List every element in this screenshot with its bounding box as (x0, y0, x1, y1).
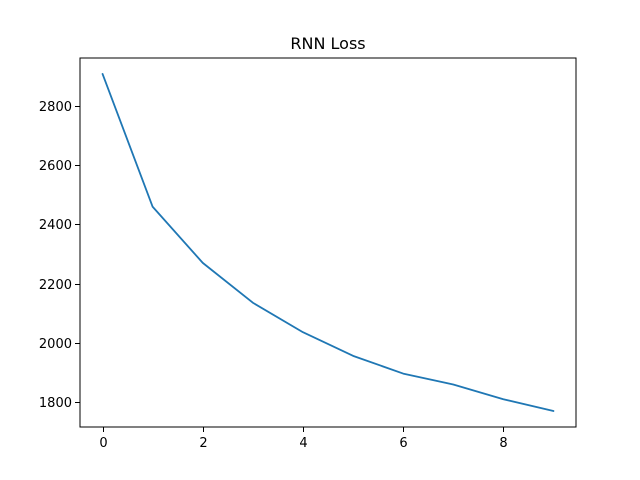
x-tick-label: 2 (199, 436, 207, 451)
series-line-0 (101, 73, 555, 412)
y-tick-label: 1800 (39, 396, 72, 411)
y-tick-label: 2200 (39, 278, 72, 293)
x-tick-label: 6 (399, 436, 407, 451)
plot-frame (79, 57, 577, 428)
y-axis: 1800 2000 2200 2400 2600 2800 (39, 100, 80, 411)
x-tick-label: 8 (499, 436, 507, 451)
x-axis: 0 2 4 6 8 (99, 427, 508, 451)
y-tick-label: 2800 (39, 100, 72, 115)
x-tick-label: 4 (299, 436, 307, 451)
chart-title: RNN Loss (290, 34, 365, 53)
y-tick-label: 2000 (39, 337, 72, 352)
y-tick-label: 2400 (39, 218, 72, 233)
series-layer (101, 73, 555, 412)
x-tick-label: 0 (99, 436, 107, 451)
y-tick-label: 2600 (39, 159, 72, 174)
